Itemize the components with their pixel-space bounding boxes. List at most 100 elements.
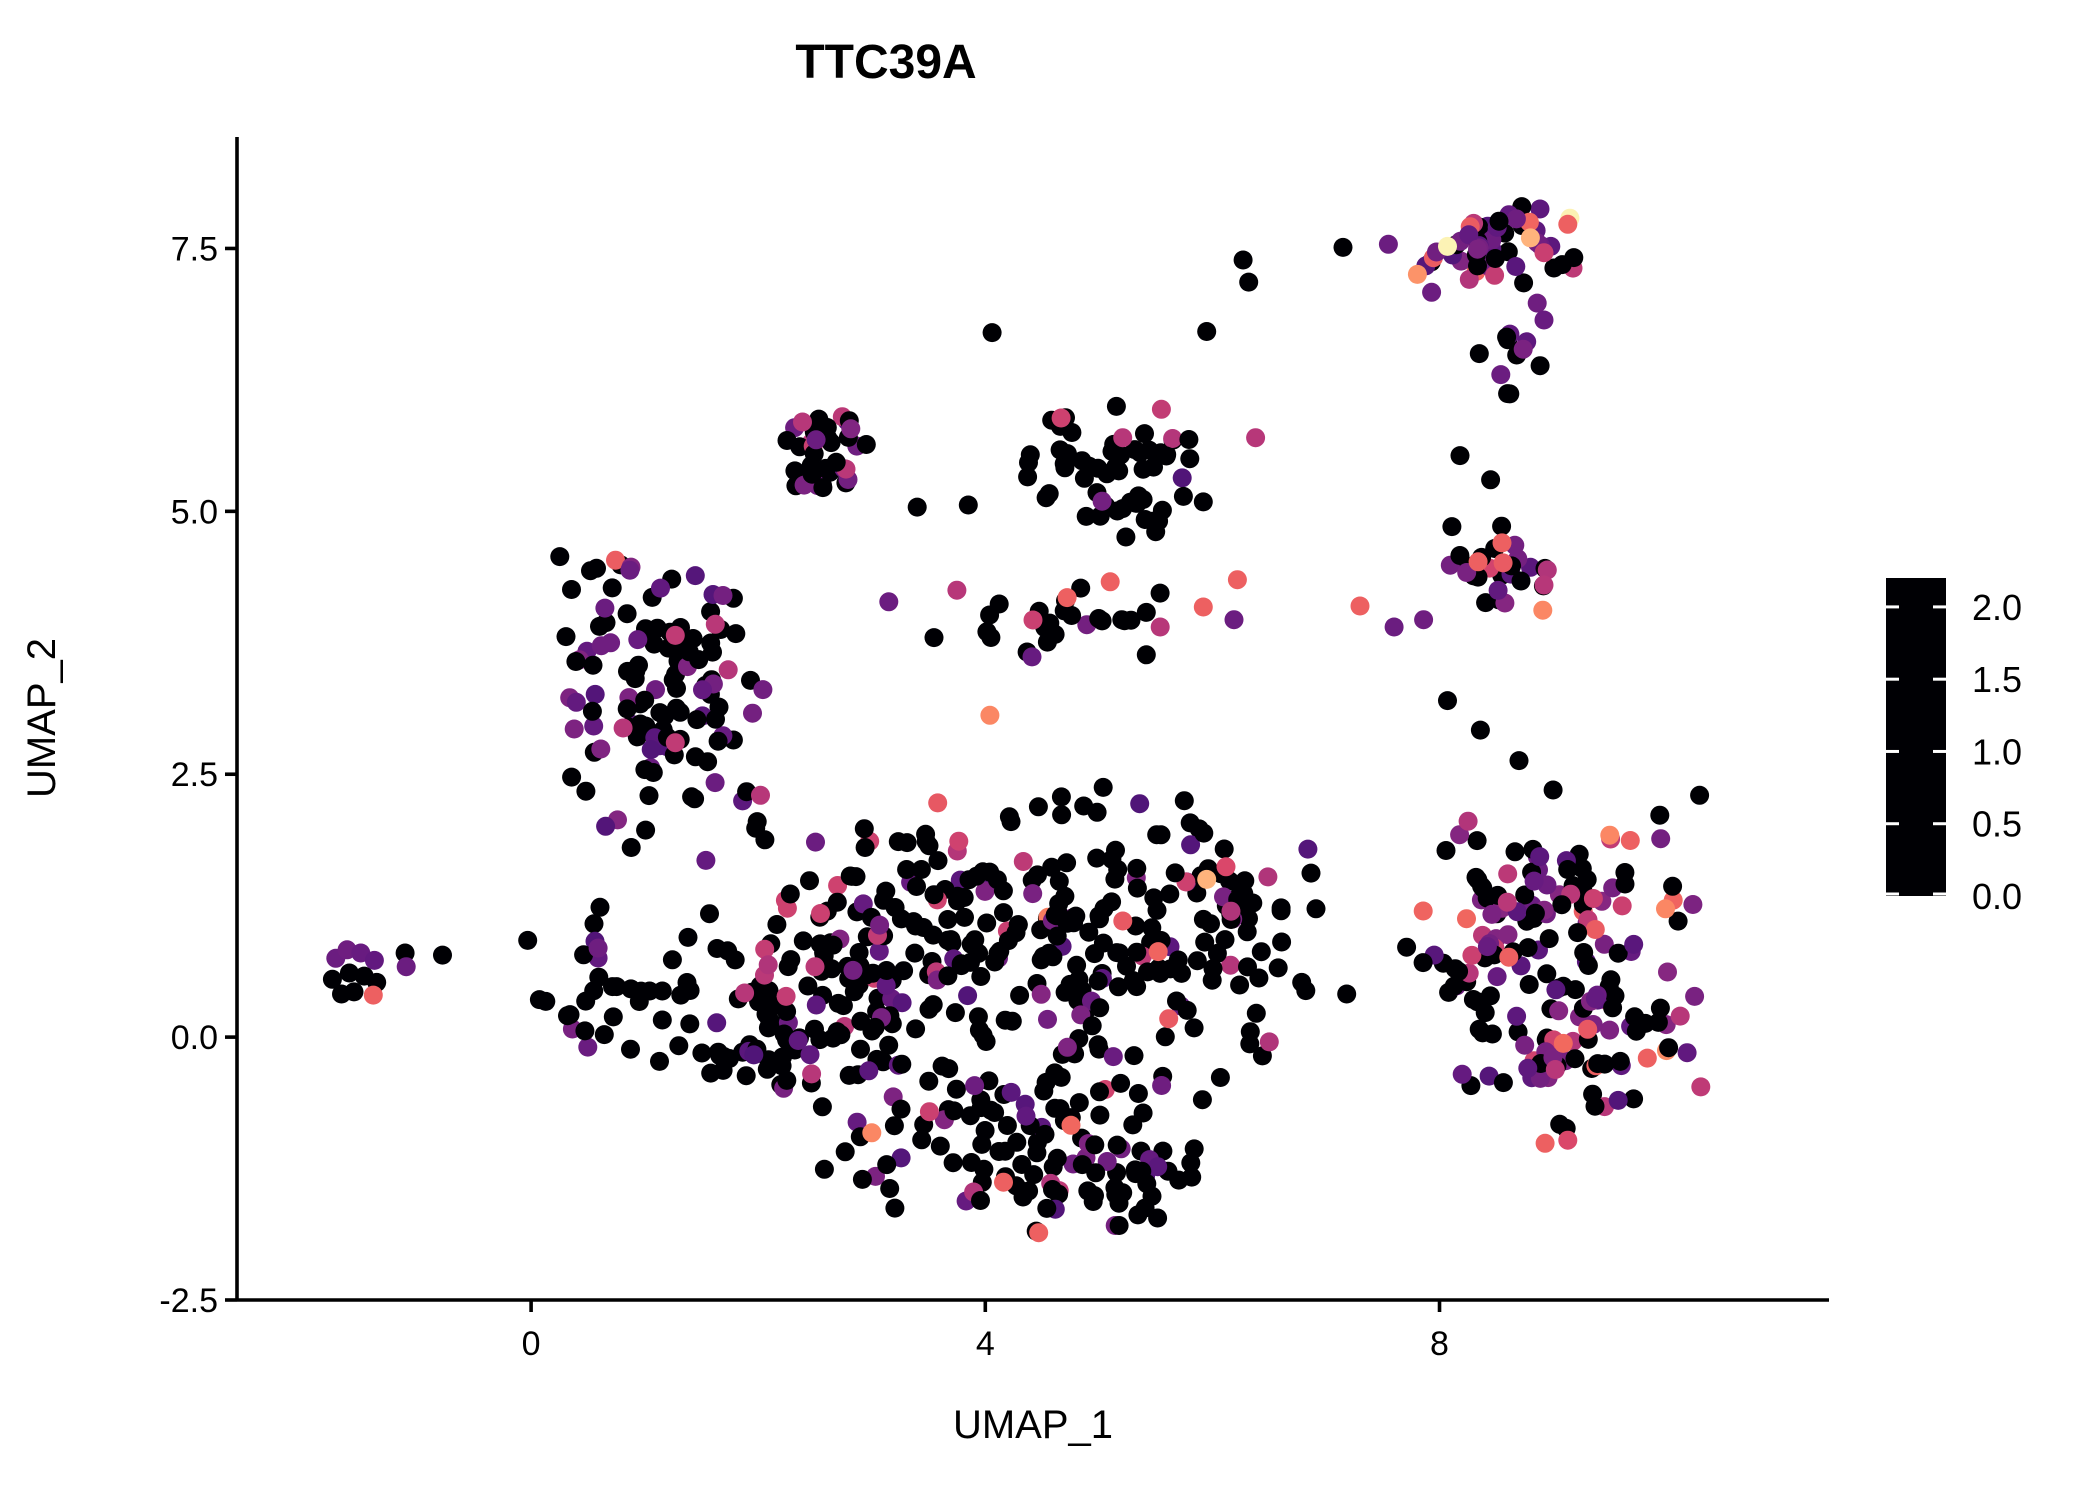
data-point xyxy=(339,963,359,983)
data-point xyxy=(1498,864,1518,884)
data-point xyxy=(1485,249,1505,268)
data-point xyxy=(1173,486,1193,506)
data-point xyxy=(1156,446,1176,466)
data-point xyxy=(603,1007,623,1027)
data-point xyxy=(1074,796,1094,816)
data-point xyxy=(1167,991,1186,1011)
data-point xyxy=(1296,981,1316,1001)
data-point xyxy=(928,793,948,813)
data-point xyxy=(1057,588,1077,608)
data-point xyxy=(859,1061,879,1081)
data-point xyxy=(912,1130,932,1150)
data-point xyxy=(960,1106,980,1126)
data-point xyxy=(1445,959,1465,979)
data-point xyxy=(1159,1009,1179,1029)
data-point xyxy=(1195,932,1215,952)
data-point xyxy=(841,419,861,439)
data-point xyxy=(1246,1003,1266,1023)
data-point xyxy=(1615,874,1635,894)
data-point xyxy=(982,323,1002,343)
data-point xyxy=(1552,895,1572,915)
data-point xyxy=(680,1014,700,1034)
data-point xyxy=(1333,237,1353,257)
data-point xyxy=(988,944,1008,964)
data-point xyxy=(1511,571,1531,591)
data-point xyxy=(1497,892,1517,912)
data-point xyxy=(923,995,943,1015)
data-point xyxy=(1413,953,1433,973)
data-point xyxy=(1123,1115,1143,1135)
data-point xyxy=(560,1005,580,1025)
data-point xyxy=(884,1116,904,1136)
data-point xyxy=(1221,901,1241,921)
data-point xyxy=(979,1071,999,1091)
data-point xyxy=(1577,870,1597,889)
data-point xyxy=(332,984,351,1004)
data-point xyxy=(1482,904,1502,924)
data-point xyxy=(1055,982,1075,1002)
data-point xyxy=(1090,1082,1109,1102)
data-point xyxy=(1498,925,1518,945)
data-point xyxy=(1530,356,1550,376)
data-point xyxy=(556,627,576,647)
data-point xyxy=(1057,1037,1077,1057)
data-point xyxy=(843,960,863,980)
data-point xyxy=(1514,273,1534,293)
data-point xyxy=(793,931,813,951)
data-point xyxy=(1144,888,1164,908)
data-point xyxy=(1020,445,1040,465)
data-point xyxy=(1047,1148,1067,1168)
data-point xyxy=(780,884,800,904)
data-point xyxy=(1459,225,1479,245)
data-point xyxy=(802,464,822,484)
data-point xyxy=(876,881,896,901)
data-point xyxy=(1534,310,1554,330)
data-point xyxy=(1100,572,1120,592)
data-point xyxy=(1127,858,1147,878)
data-point xyxy=(1608,1090,1628,1110)
data-point xyxy=(1422,282,1442,302)
data-point xyxy=(1513,339,1533,359)
data-point xyxy=(636,820,656,840)
data-point xyxy=(1214,887,1233,907)
data-point xyxy=(865,1017,885,1037)
data-point xyxy=(652,1010,672,1030)
data-point xyxy=(744,1045,764,1065)
data-point xyxy=(1089,906,1109,926)
data-point xyxy=(1259,1032,1279,1052)
data-point xyxy=(1670,1006,1690,1026)
data-point xyxy=(852,1169,872,1189)
data-point xyxy=(1558,860,1578,879)
data-point xyxy=(1444,976,1464,996)
data-point xyxy=(651,578,670,598)
data-point xyxy=(1515,1035,1535,1055)
data-point xyxy=(396,957,416,977)
data-point xyxy=(1487,967,1507,987)
data-point xyxy=(635,690,655,710)
data-point xyxy=(989,594,1009,614)
data-point xyxy=(1468,552,1488,572)
data-point xyxy=(1150,617,1170,637)
data-point xyxy=(954,888,974,907)
data-point xyxy=(1527,293,1547,313)
data-point xyxy=(1506,209,1526,229)
data-point xyxy=(813,478,833,498)
data-point xyxy=(700,904,719,924)
data-point xyxy=(1214,839,1234,859)
data-point xyxy=(1491,365,1511,385)
data-point xyxy=(806,832,825,852)
data-point xyxy=(999,807,1019,827)
data-point xyxy=(1525,903,1545,923)
data-point xyxy=(550,547,570,567)
data-point xyxy=(746,818,766,838)
data-point xyxy=(958,986,978,1006)
data-point xyxy=(1163,429,1183,448)
data-point xyxy=(1023,610,1043,630)
data-point xyxy=(1534,575,1554,595)
data-point xyxy=(1507,1006,1527,1026)
data-point xyxy=(621,838,641,857)
data-point xyxy=(1088,458,1108,478)
data-point xyxy=(928,851,948,871)
data-point xyxy=(1197,322,1217,341)
